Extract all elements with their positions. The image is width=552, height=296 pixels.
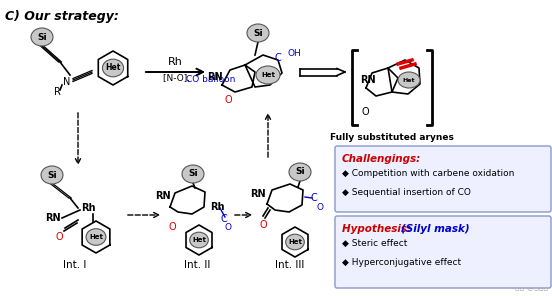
Text: Si: Si [253, 28, 263, 38]
Text: OH: OH [287, 49, 301, 57]
Text: Fully substituted arynes: Fully substituted arynes [330, 133, 454, 142]
Text: O: O [316, 204, 323, 213]
Ellipse shape [289, 163, 311, 181]
Ellipse shape [31, 28, 53, 46]
Text: Het: Het [288, 239, 302, 245]
Text: Rh: Rh [168, 57, 183, 67]
Text: Hypothesis:: Hypothesis: [342, 224, 415, 234]
Ellipse shape [182, 165, 204, 183]
Text: Rh: Rh [81, 203, 95, 213]
Text: 头条 @化学加: 头条 @化学加 [515, 282, 548, 291]
Text: O: O [225, 223, 231, 232]
Text: R: R [54, 87, 60, 97]
Text: Het: Het [403, 78, 415, 83]
Text: Rh: Rh [210, 202, 224, 212]
Text: O: O [259, 220, 267, 230]
Text: C: C [275, 53, 282, 63]
Text: C) Our strategy:: C) Our strategy: [5, 10, 119, 23]
Text: Si: Si [188, 170, 198, 178]
Text: Int. III: Int. III [275, 260, 305, 270]
Text: C: C [311, 193, 317, 203]
Text: RN: RN [45, 213, 61, 223]
Text: Het: Het [261, 72, 275, 78]
Text: O: O [224, 95, 232, 105]
Text: Int. II: Int. II [184, 260, 210, 270]
FancyBboxPatch shape [335, 216, 551, 288]
Text: C: C [221, 214, 227, 224]
Ellipse shape [86, 229, 106, 245]
Ellipse shape [247, 24, 269, 42]
Text: CO balloon: CO balloon [186, 75, 235, 83]
Text: RN: RN [250, 189, 266, 199]
Ellipse shape [103, 59, 124, 77]
Ellipse shape [398, 72, 420, 88]
Text: (Silyl mask): (Silyl mask) [401, 224, 470, 234]
Text: Si: Si [37, 33, 47, 41]
Text: O: O [55, 232, 63, 242]
Ellipse shape [286, 234, 304, 250]
Text: Int. I: Int. I [63, 260, 87, 270]
Ellipse shape [190, 232, 208, 248]
Text: Het: Het [89, 234, 103, 240]
Text: O: O [168, 222, 176, 232]
Text: Challengings:: Challengings: [342, 154, 421, 164]
Text: O: O [361, 107, 369, 117]
Text: Si: Si [295, 168, 305, 176]
FancyBboxPatch shape [335, 146, 551, 212]
Text: [N-O],: [N-O], [163, 75, 193, 83]
Text: ◆ Steric effect: ◆ Steric effect [342, 239, 407, 248]
Text: N: N [63, 77, 71, 87]
Text: ◆ Sequential insertion of CO: ◆ Sequential insertion of CO [342, 188, 471, 197]
Text: Het: Het [192, 237, 206, 243]
Text: RN: RN [207, 72, 223, 82]
Text: ◆ Competition with carbene oxidation: ◆ Competition with carbene oxidation [342, 169, 514, 178]
Text: RN: RN [155, 191, 171, 201]
Text: Het: Het [105, 64, 121, 73]
Ellipse shape [256, 66, 280, 84]
Text: RN: RN [360, 75, 375, 85]
Text: ◆ Hyperconjugative effect: ◆ Hyperconjugative effect [342, 258, 461, 267]
Text: Si: Si [47, 170, 57, 179]
Ellipse shape [41, 166, 63, 184]
